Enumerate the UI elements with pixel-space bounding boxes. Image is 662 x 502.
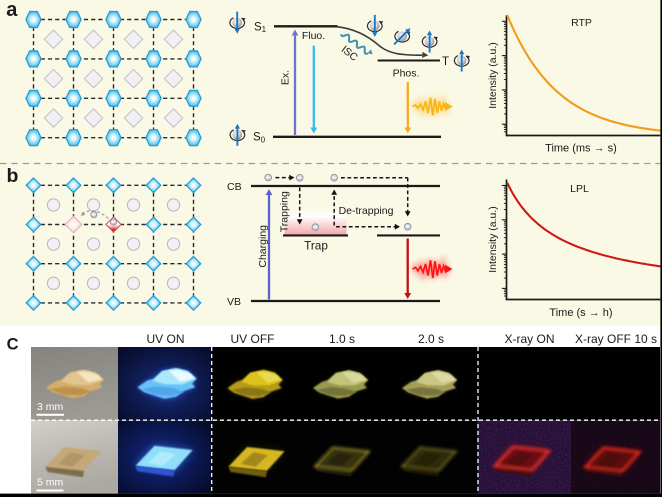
- svg-text:Charging: Charging: [257, 225, 269, 268]
- svg-text:S0: S0: [253, 132, 266, 145]
- svg-text:VB: VB: [227, 296, 241, 308]
- svg-text:5 mm: 5 mm: [37, 476, 64, 488]
- svg-text:Ex.: Ex.: [280, 70, 292, 85]
- svg-text:Trapping: Trapping: [278, 191, 290, 232]
- svg-text:RTP: RTP: [571, 17, 592, 29]
- svg-text:a: a: [6, 0, 18, 21]
- svg-text:Fluo.: Fluo.: [302, 30, 325, 42]
- svg-text:3 mm: 3 mm: [37, 401, 64, 413]
- svg-text:UV OFF: UV OFF: [231, 332, 275, 346]
- svg-text:S1: S1: [254, 21, 267, 34]
- svg-text:De-trapping: De-trapping: [339, 205, 394, 217]
- svg-text:LPL: LPL: [570, 183, 589, 195]
- svg-text:X-ray ON: X-ray ON: [504, 332, 554, 346]
- svg-text:Intensity (a.u.): Intensity (a.u.): [487, 42, 499, 109]
- svg-text:2.0 s: 2.0 s: [418, 332, 444, 346]
- svg-text:Time (ms → s): Time (ms → s): [545, 143, 617, 155]
- svg-text:Phos.: Phos.: [393, 67, 420, 79]
- svg-text:1.0 s: 1.0 s: [329, 332, 355, 346]
- svg-text:CB: CB: [227, 181, 242, 193]
- svg-text:UV ON: UV ON: [146, 332, 184, 346]
- svg-text:X-ray OFF 10 s: X-ray OFF 10 s: [575, 332, 657, 346]
- svg-text:Intensity (a.u.): Intensity (a.u.): [487, 206, 499, 273]
- svg-text:T: T: [442, 56, 449, 68]
- svg-text:Time (s → h): Time (s → h): [549, 307, 612, 319]
- svg-text:Trap: Trap: [304, 238, 328, 252]
- svg-text:C: C: [7, 336, 19, 354]
- svg-text:b: b: [7, 165, 19, 187]
